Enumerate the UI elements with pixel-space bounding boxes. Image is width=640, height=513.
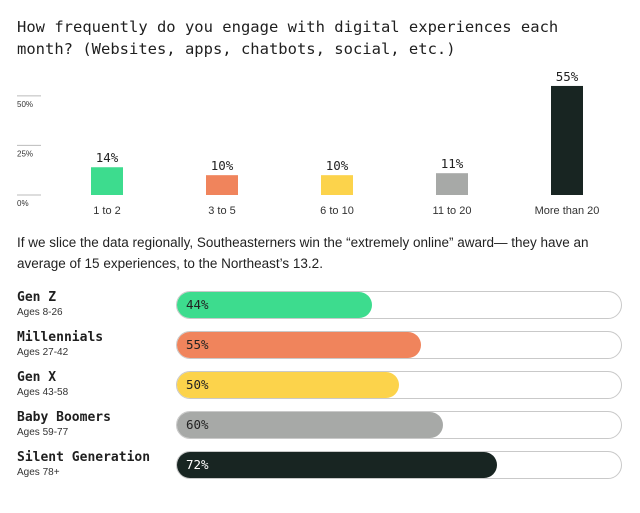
bar-value-label: 50% <box>186 377 209 392</box>
bar-value-label: 60% <box>186 417 209 432</box>
bar-track: 44% <box>176 291 622 319</box>
bar-value-label: 10% <box>211 158 234 173</box>
bar-fill: 60% <box>177 412 444 438</box>
bar-fill: 50% <box>177 372 399 398</box>
x-category-label: 6 to 10 <box>320 205 354 217</box>
generation-ages: Ages 59-77 <box>17 427 69 438</box>
generation-row: Gen X Ages 43-58 50% <box>0 370 640 410</box>
bar-track: 72% <box>176 451 622 479</box>
bar <box>91 167 123 195</box>
generation-name: Silent Generation <box>17 450 151 465</box>
generation-row: Baby Boomers Ages 59-77 60% <box>0 410 640 450</box>
bar-value-label: 44% <box>186 297 209 312</box>
bar-track: 60% <box>176 411 622 439</box>
regional-note: If we slice the data regionally, Southea… <box>17 235 589 271</box>
bar-fill: 44% <box>177 292 373 318</box>
generation-name: Baby Boomers <box>17 410 111 425</box>
generation-ages: Ages 43-58 <box>17 387 69 398</box>
bar-fill: 72% <box>177 452 497 478</box>
bar <box>206 175 238 195</box>
vertical-bar-chart: 0% 25% 50% 14% 1 to 2 10% 3 to 5 10% 6 to 10 11% 1… <box>17 69 600 217</box>
generation-ages: Ages 27-42 <box>17 347 69 358</box>
bar-fill: 55% <box>177 332 422 358</box>
x-category-label: More than 20 <box>535 205 600 217</box>
generation-ages: Ages 78+ <box>17 467 60 478</box>
y-tick-label: 25% <box>17 149 33 158</box>
x-category-label: 11 to 20 <box>433 205 472 217</box>
bar-track: 55% <box>176 331 622 359</box>
y-tick-label: 0% <box>17 199 29 208</box>
x-category-label: 1 to 2 <box>93 205 121 217</box>
bar-value-label: 72% <box>186 457 209 472</box>
bar-track: 50% <box>176 371 622 399</box>
generation-row: Silent Generation Ages 78+ 72% <box>0 450 640 490</box>
generation-ages: Ages 8-26 <box>17 307 63 318</box>
bar <box>436 173 468 195</box>
x-category-label: 3 to 5 <box>208 205 236 217</box>
bar-value-label: 55% <box>556 69 579 84</box>
generation-name: Gen X <box>17 370 57 385</box>
bar-value-label: 11% <box>441 156 464 171</box>
bar-value-label: 55% <box>186 337 209 352</box>
bar-value-label: 14% <box>96 150 119 165</box>
generation-name: Millennials <box>17 330 104 345</box>
chart-title: How frequently do you engage with digita… <box>17 18 559 58</box>
bar <box>321 175 353 195</box>
generation-row: Millennials Ages 27-42 55% <box>0 330 640 370</box>
bar-value-label: 10% <box>326 158 349 173</box>
generation-row: Gen Z Ages 8-26 44% <box>0 290 640 330</box>
bar <box>551 85 583 195</box>
generation-name: Gen Z <box>17 290 57 305</box>
y-tick-label: 50% <box>17 100 33 109</box>
